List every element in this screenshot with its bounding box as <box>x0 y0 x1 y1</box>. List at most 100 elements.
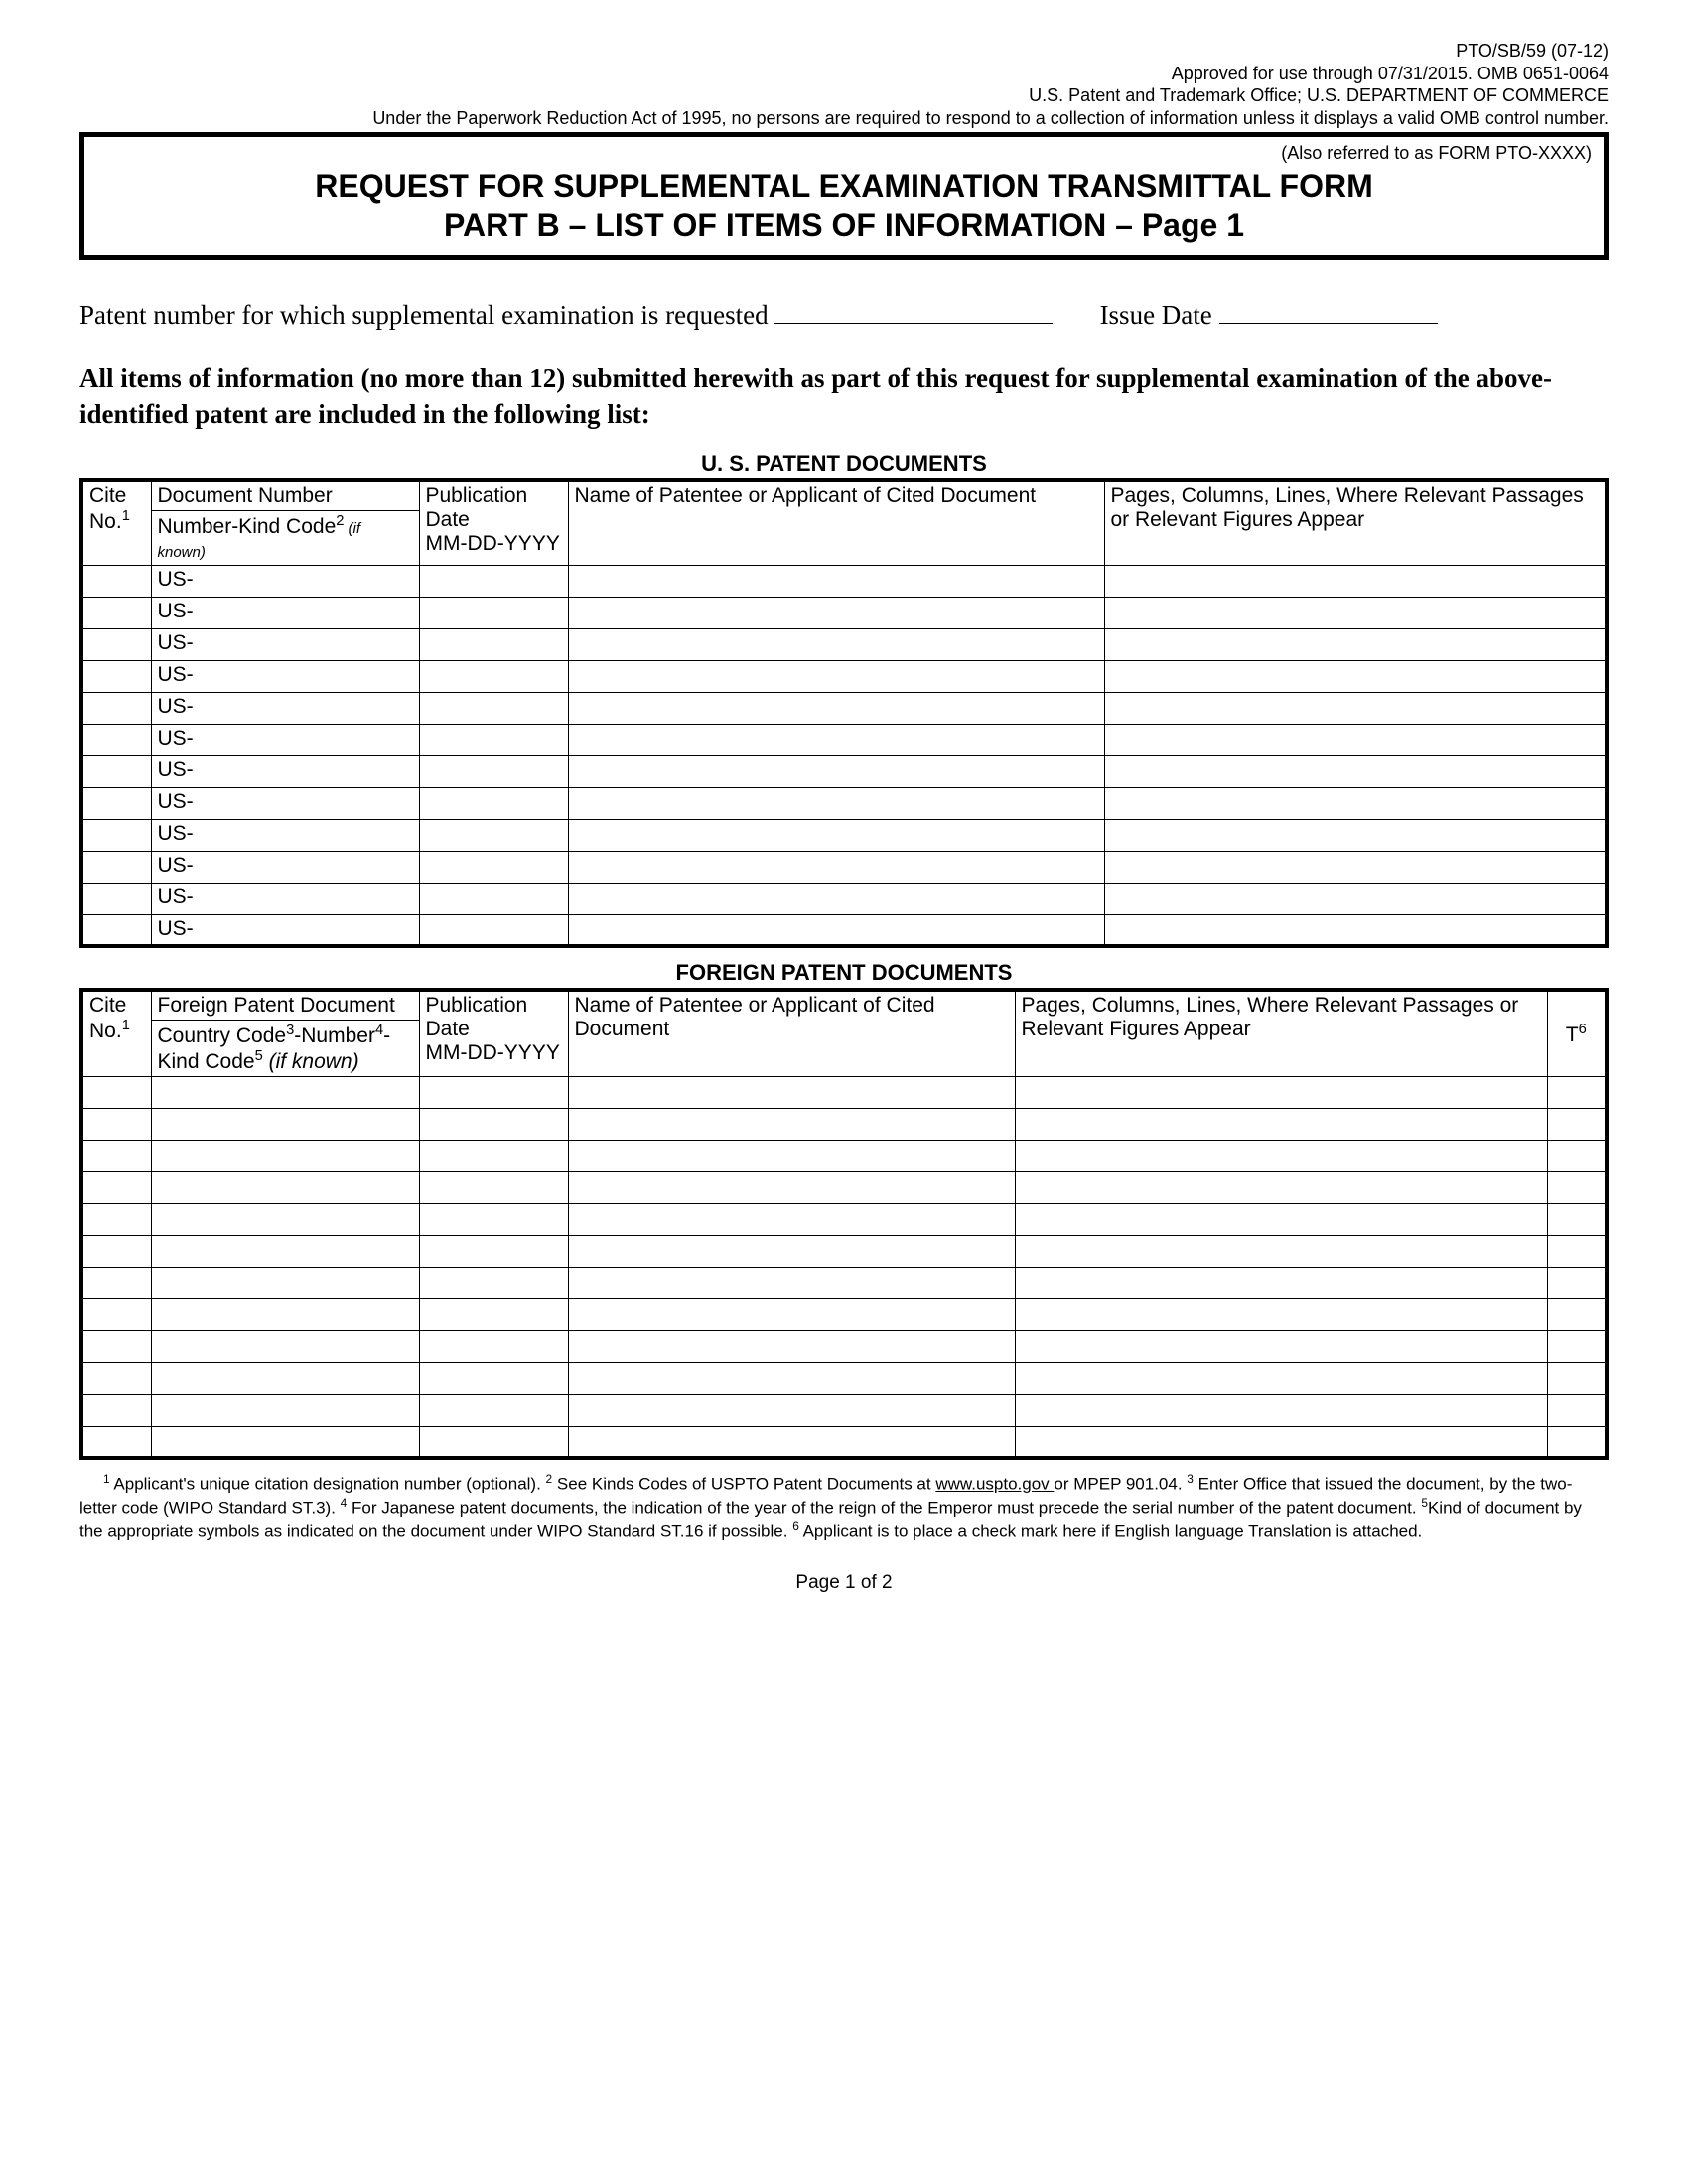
table-cell[interactable] <box>1547 1204 1607 1236</box>
table-cell[interactable] <box>1547 1395 1607 1427</box>
table-cell[interactable] <box>568 883 1104 914</box>
table-cell[interactable] <box>1547 1299 1607 1331</box>
table-cell[interactable] <box>81 1395 151 1427</box>
table-cell[interactable] <box>568 597 1104 628</box>
table-cell[interactable] <box>81 1299 151 1331</box>
table-cell[interactable] <box>1104 819 1607 851</box>
table-cell[interactable] <box>151 1363 419 1395</box>
table-cell[interactable] <box>568 819 1104 851</box>
table-cell[interactable] <box>419 914 568 946</box>
table-cell[interactable] <box>1104 883 1607 914</box>
table-cell[interactable] <box>81 1427 151 1458</box>
table-cell[interactable] <box>419 819 568 851</box>
table-cell[interactable] <box>568 724 1104 755</box>
table-cell[interactable] <box>1015 1268 1547 1299</box>
table-cell[interactable] <box>151 1331 419 1363</box>
table-cell[interactable] <box>81 1363 151 1395</box>
table-cell[interactable] <box>568 692 1104 724</box>
table-cell[interactable] <box>568 1299 1015 1331</box>
table-cell[interactable] <box>419 565 568 597</box>
table-cell[interactable] <box>568 914 1104 946</box>
table-cell[interactable] <box>1015 1141 1547 1172</box>
table-cell[interactable] <box>81 1331 151 1363</box>
table-cell[interactable] <box>1015 1077 1547 1109</box>
table-cell[interactable] <box>1104 692 1607 724</box>
table-cell[interactable] <box>568 1268 1015 1299</box>
table-cell[interactable] <box>419 660 568 692</box>
table-cell[interactable]: US- <box>151 914 419 946</box>
table-cell[interactable] <box>81 1141 151 1172</box>
table-cell[interactable]: US- <box>151 565 419 597</box>
table-cell[interactable] <box>568 787 1104 819</box>
table-cell[interactable] <box>81 660 151 692</box>
table-cell[interactable] <box>81 755 151 787</box>
table-cell[interactable] <box>568 1363 1015 1395</box>
table-cell[interactable]: US- <box>151 819 419 851</box>
table-cell[interactable] <box>568 755 1104 787</box>
table-cell[interactable] <box>1015 1363 1547 1395</box>
table-cell[interactable] <box>1015 1395 1547 1427</box>
table-cell[interactable] <box>1104 755 1607 787</box>
table-cell[interactable] <box>419 1172 568 1204</box>
table-cell[interactable]: US- <box>151 692 419 724</box>
table-cell[interactable] <box>1547 1141 1607 1172</box>
table-cell[interactable] <box>1015 1331 1547 1363</box>
table-cell[interactable] <box>1015 1109 1547 1141</box>
table-cell[interactable] <box>1104 597 1607 628</box>
table-cell[interactable] <box>419 1395 568 1427</box>
table-cell[interactable] <box>81 1077 151 1109</box>
table-cell[interactable] <box>568 628 1104 660</box>
table-cell[interactable] <box>81 1268 151 1299</box>
table-cell[interactable] <box>419 1427 568 1458</box>
table-cell[interactable] <box>151 1427 419 1458</box>
table-cell[interactable] <box>568 1141 1015 1172</box>
table-cell[interactable] <box>151 1268 419 1299</box>
table-cell[interactable] <box>419 597 568 628</box>
table-cell[interactable] <box>1547 1268 1607 1299</box>
table-cell[interactable] <box>419 755 568 787</box>
table-cell[interactable] <box>419 1141 568 1172</box>
table-cell[interactable] <box>81 724 151 755</box>
table-cell[interactable] <box>1104 660 1607 692</box>
table-cell[interactable] <box>151 1236 419 1268</box>
table-cell[interactable] <box>419 787 568 819</box>
table-cell[interactable] <box>81 819 151 851</box>
table-cell[interactable] <box>81 1204 151 1236</box>
table-cell[interactable] <box>1015 1299 1547 1331</box>
table-cell[interactable] <box>151 1141 419 1172</box>
table-cell[interactable]: US- <box>151 660 419 692</box>
table-cell[interactable] <box>568 1427 1015 1458</box>
table-cell[interactable]: US- <box>151 755 419 787</box>
table-cell[interactable] <box>1547 1172 1607 1204</box>
table-cell[interactable] <box>81 565 151 597</box>
table-cell[interactable] <box>81 628 151 660</box>
table-cell[interactable] <box>81 787 151 819</box>
table-cell[interactable] <box>419 883 568 914</box>
table-cell[interactable] <box>151 1172 419 1204</box>
table-cell[interactable] <box>81 1172 151 1204</box>
table-cell[interactable]: US- <box>151 628 419 660</box>
table-cell[interactable]: US- <box>151 724 419 755</box>
table-cell[interactable] <box>151 1395 419 1427</box>
table-cell[interactable] <box>1104 565 1607 597</box>
table-cell[interactable] <box>151 1204 419 1236</box>
table-cell[interactable] <box>419 1331 568 1363</box>
issue-date-input[interactable] <box>1219 300 1438 324</box>
table-cell[interactable] <box>419 1077 568 1109</box>
table-cell[interactable] <box>568 1331 1015 1363</box>
table-cell[interactable] <box>1547 1077 1607 1109</box>
table-cell[interactable] <box>419 851 568 883</box>
table-cell[interactable] <box>81 692 151 724</box>
table-cell[interactable] <box>1547 1363 1607 1395</box>
table-cell[interactable] <box>1104 914 1607 946</box>
table-cell[interactable] <box>1547 1427 1607 1458</box>
table-cell[interactable] <box>1104 628 1607 660</box>
table-cell[interactable] <box>568 565 1104 597</box>
table-cell[interactable] <box>1015 1172 1547 1204</box>
table-cell[interactable]: US- <box>151 597 419 628</box>
table-cell[interactable] <box>1015 1236 1547 1268</box>
table-cell[interactable] <box>568 1172 1015 1204</box>
table-cell[interactable]: US- <box>151 851 419 883</box>
table-cell[interactable] <box>1015 1427 1547 1458</box>
table-cell[interactable]: US- <box>151 787 419 819</box>
